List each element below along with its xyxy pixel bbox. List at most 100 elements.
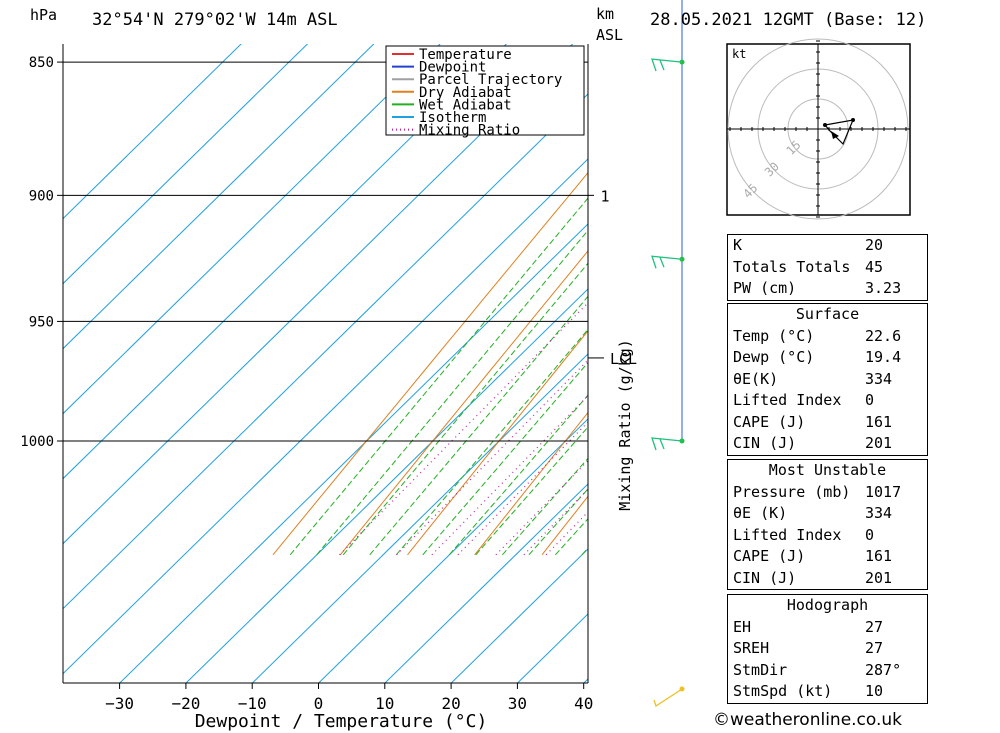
mixing-ratio-axis-title: Mixing Ratio (g/kg) [616, 339, 634, 511]
mu-cin-value: 201 [865, 568, 893, 587]
index-tt-row: Totals Totals 45 [728, 257, 927, 279]
pressure-tick-label: 900 [29, 188, 54, 204]
pressure-unit-label: hPa [30, 6, 58, 24]
mu-cape-row: CAPE (J) 161 [728, 546, 927, 568]
mu-cin-label: CIN (J) [733, 568, 797, 587]
datetime-label: 28.05.2021 12GMT (Base: 12) [650, 10, 927, 30]
surface-cape-value: 161 [865, 412, 893, 431]
index-pw-label: PW (cm) [733, 279, 797, 297]
surface-dewp-value: 19.4 [865, 348, 902, 366]
surface-cape-row: CAPE (J) 161 [728, 412, 927, 434]
hodo-dir-row: StmDir 287° [728, 660, 927, 682]
index-k-value: 20 [865, 236, 884, 254]
hodo-eh-row: EH 27 [728, 617, 927, 639]
legend-label: Isotherm [419, 110, 486, 126]
surface-dewp-row: Dewp (°C) 19.4 [728, 347, 927, 369]
isotherm-line [63, 44, 441, 415]
isotherm-line [63, 44, 375, 350]
legend-label: Temperature [419, 47, 512, 63]
legend-box [385, 45, 585, 136]
pressure-tick-label: 1000 [20, 434, 54, 450]
hodo-sreh-label: SREH [733, 639, 770, 657]
mu-cin-row: CIN (J) 201 [728, 568, 927, 590]
legend-label: Wet Adiabat [419, 97, 512, 113]
surface-cin-row: CIN (J) 201 [728, 433, 927, 455]
hodograph-unit-label: kt [732, 47, 746, 61]
dry-adiabat-line [272, 171, 588, 556]
hodo-sreh-value: 27 [865, 639, 884, 657]
surface-theta-row: θE(K) 334 [728, 369, 927, 391]
wind-barb [651, 58, 683, 72]
surface-li-row: Lifted Index 0 [728, 390, 927, 412]
index-pw-row: PW (cm) 3.23 [728, 278, 927, 300]
plot-area [63, 0, 1000, 683]
isotherm-line [63, 93, 588, 610]
pressure-tick-label: 950 [29, 314, 54, 330]
index-pw-value: 3.23 [865, 279, 902, 297]
index-tt-label: Totals Totals [733, 257, 851, 276]
index-k-label: K [733, 236, 743, 254]
index-tt-value: 45 [865, 257, 884, 276]
mu-theta-value: 334 [865, 504, 893, 522]
credit-label: ©weatheronline.co.uk [713, 710, 903, 730]
x-tick-label: −10 [238, 694, 267, 713]
hodo-dir-label: StmDir [733, 660, 788, 679]
mu-cape-label: CAPE (J) [733, 547, 806, 565]
wind-barb-surface [653, 688, 683, 708]
wind-barb [651, 255, 683, 269]
legend-label: Parcel Trajectory [419, 72, 562, 88]
hodo-spd-label: StmSpd (kt) [733, 682, 833, 700]
surface-temp-value: 22.6 [865, 326, 902, 345]
surface-dewp-label: Dewp (°C) [733, 348, 815, 366]
wind-barb [651, 437, 683, 451]
height-unit-km: km [596, 5, 615, 23]
dry-adiabat-line [945, 0, 1000, 555]
most-unstable-title: Most Unstable [768, 461, 887, 479]
hodo-dir-value: 287° [865, 660, 902, 679]
isotherm-line [63, 44, 242, 220]
x-tick-label: −20 [171, 694, 200, 713]
x-axis-title: Dewpoint / Temperature (°C) [195, 711, 488, 732]
height-tick-label: 1 [600, 187, 609, 205]
mu-pres-label: Pressure (mb) [733, 482, 851, 501]
indices-table: K 20 Totals Totals 45 PW (cm) 3.23 [727, 234, 928, 301]
surface-title: Surface [795, 305, 860, 323]
x-tick-label: 10 [375, 694, 394, 713]
hodo-sreh-row: SREH 27 [728, 638, 927, 660]
x-tick-label: 0 [314, 694, 324, 713]
legend-label: Dewpoint [419, 60, 486, 76]
isotherm-line [63, 44, 574, 545]
hodo-params-title: Hodograph [786, 596, 869, 614]
hodo-spd-row: StmSpd (kt) 10 [728, 681, 927, 703]
mu-li-label: Lifted Index [733, 525, 842, 544]
surface-table: Surface Temp (°C) 22.6 Dewp (°C) 19.4 θE(K… [727, 303, 928, 456]
pressure-tick-label: 850 [29, 55, 54, 71]
storm-motion-arrow [831, 131, 839, 139]
hodo-eh-label: EH [733, 617, 752, 636]
mu-pres-value: 1017 [865, 482, 902, 501]
most-unstable-table: Most Unstable Pressure (mb) 1017 θE (K) 33… [727, 459, 928, 590]
legend-label: Mixing Ratio [419, 123, 520, 139]
hodo-eh-value: 27 [865, 617, 884, 636]
location-label: 32°54'N 279°02'W 14m ASL [92, 10, 338, 30]
surface-theta-value: 334 [865, 369, 893, 388]
isotherm-line [63, 158, 588, 675]
mu-li-row: Lifted Index 0 [728, 525, 927, 547]
surface-temp-label: Temp (°C) [733, 326, 815, 345]
lcl-label: LCL [610, 350, 637, 368]
hodo-spd-value: 10 [865, 682, 884, 700]
mu-li-value: 0 [865, 525, 875, 544]
surface-li-value: 0 [865, 391, 875, 409]
mu-pres-row: Pressure (mb) 1017 [728, 482, 927, 504]
hodograph-trace [824, 119, 854, 146]
mu-theta-row: θE (K) 334 [728, 503, 927, 525]
legend-label: Dry Adiabat [419, 85, 512, 101]
surface-temp-row: Temp (°C) 22.6 [728, 326, 927, 348]
surface-li-label: Lifted Index [733, 391, 842, 409]
dry-adiabat-line [339, 250, 588, 556]
surface-theta-label: θE(K) [733, 369, 779, 388]
x-tick-label: 40 [574, 694, 593, 713]
hodograph-point [823, 123, 827, 127]
surface-cin-value: 201 [865, 434, 893, 452]
